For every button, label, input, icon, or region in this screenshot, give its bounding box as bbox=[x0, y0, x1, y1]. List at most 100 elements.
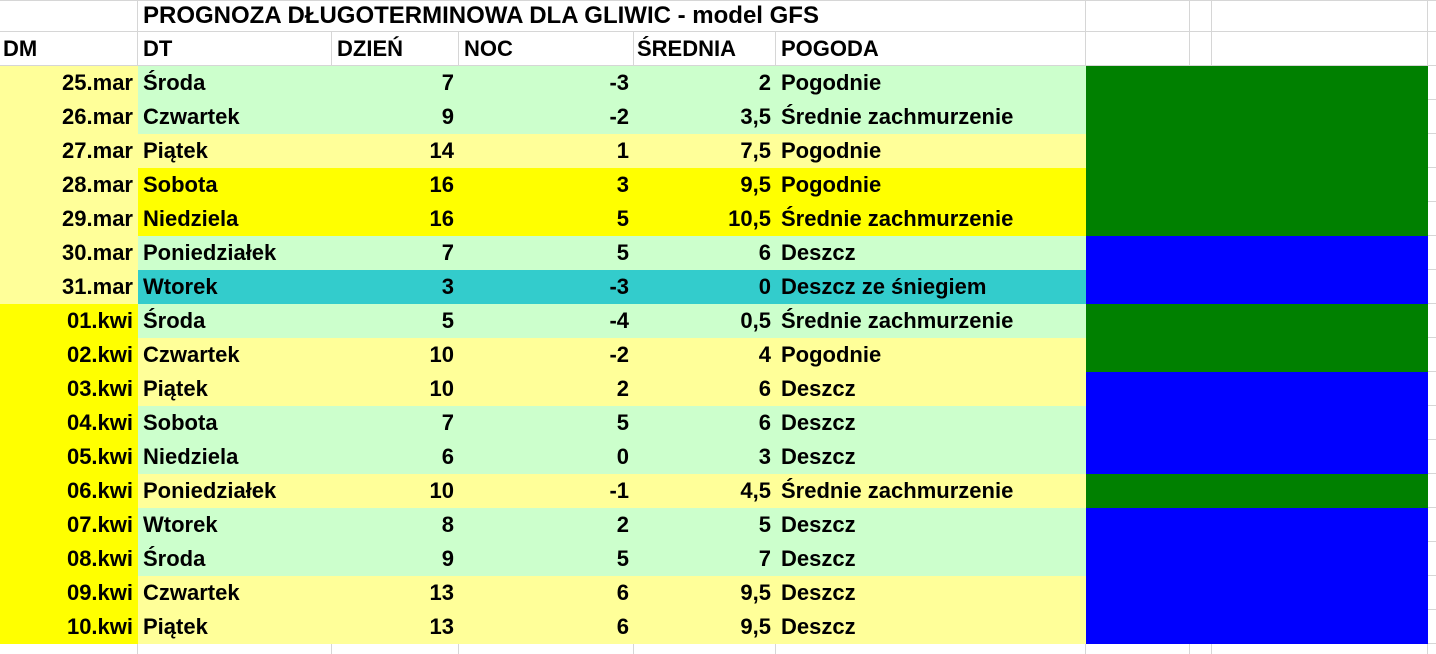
cell-weather[interactable]: Średnie zachmurzenie bbox=[781, 478, 1014, 503]
weather-indicator-block[interactable] bbox=[1086, 270, 1428, 304]
cell-day-name[interactable]: Poniedziałek bbox=[143, 240, 277, 265]
cell-weather[interactable]: Pogodnie bbox=[781, 70, 882, 95]
grid-cell-empty[interactable] bbox=[1212, 32, 1428, 66]
grid-cell-empty[interactable] bbox=[776, 644, 1086, 654]
grid-cell-empty[interactable] bbox=[0, 644, 138, 654]
cell-avg-temp[interactable]: 6 bbox=[758, 240, 771, 265]
grid-cell-empty[interactable] bbox=[1428, 542, 1436, 576]
cell-avg-temp[interactable]: 6 bbox=[758, 410, 771, 435]
grid-cell-empty[interactable] bbox=[332, 644, 459, 654]
cell-empty-a1[interactable] bbox=[0, 0, 138, 32]
cell-day-temp[interactable]: 10 bbox=[429, 342, 454, 367]
cell-day-temp[interactable]: 5 bbox=[441, 308, 454, 333]
cell-dm[interactable]: 04.kwi bbox=[0, 406, 138, 440]
cell-dm[interactable]: 09.kwi bbox=[0, 576, 138, 610]
cell-avg-temp[interactable]: 4 bbox=[758, 342, 771, 367]
grid-cell-empty[interactable] bbox=[634, 644, 776, 654]
cell-day-name[interactable]: Piątek bbox=[143, 376, 208, 401]
cell-dm[interactable]: 10.kwi bbox=[0, 610, 138, 644]
cell-night-temp[interactable]: -2 bbox=[609, 342, 629, 367]
cell-day-name[interactable]: Piątek bbox=[143, 614, 208, 639]
cell-day-temp[interactable]: 8 bbox=[441, 512, 454, 537]
cell-day-name[interactable]: Czwartek bbox=[143, 580, 240, 605]
cell-night-temp[interactable]: -1 bbox=[609, 478, 629, 503]
cell-night-temp[interactable]: -3 bbox=[609, 70, 629, 95]
cell-night-temp[interactable]: 2 bbox=[616, 512, 629, 537]
grid-cell-empty[interactable] bbox=[1428, 440, 1436, 474]
grid-cell-empty[interactable] bbox=[1428, 576, 1436, 610]
cell-weather[interactable]: Deszcz bbox=[781, 410, 856, 435]
weather-indicator-block[interactable] bbox=[1086, 474, 1428, 508]
weather-indicator-block[interactable] bbox=[1086, 542, 1428, 576]
cell-day-name[interactable]: Poniedziałek bbox=[143, 478, 277, 503]
grid-cell-empty[interactable] bbox=[1212, 644, 1428, 654]
cell-avg-temp[interactable]: 9,5 bbox=[740, 580, 771, 605]
grid-cell-empty[interactable] bbox=[1190, 0, 1212, 32]
sheet-title[interactable]: PROGNOZA DŁUGOTERMINOWA DLA GLIWIC - mod… bbox=[138, 0, 1086, 32]
cell-avg-temp[interactable]: 9,5 bbox=[740, 172, 771, 197]
weather-indicator-block[interactable] bbox=[1086, 134, 1428, 168]
grid-cell-empty[interactable] bbox=[1428, 236, 1436, 270]
cell-night-temp[interactable]: 0 bbox=[616, 444, 629, 469]
grid-cell-empty[interactable] bbox=[1190, 32, 1212, 66]
cell-day-temp[interactable]: 16 bbox=[429, 172, 454, 197]
column-header-dt[interactable]: DT bbox=[138, 32, 332, 66]
cell-day-name[interactable]: Środa bbox=[143, 70, 206, 95]
cell-dm[interactable]: 28.mar bbox=[0, 168, 138, 202]
grid-cell-empty[interactable] bbox=[1086, 644, 1190, 654]
grid-cell-empty[interactable] bbox=[1190, 644, 1212, 654]
cell-weather[interactable]: Deszcz ze śniegiem bbox=[781, 274, 987, 299]
cell-avg-temp[interactable]: 3 bbox=[758, 444, 771, 469]
cell-dm[interactable]: 07.kwi bbox=[0, 508, 138, 542]
grid-cell-empty[interactable] bbox=[1428, 474, 1436, 508]
cell-dm[interactable]: 01.kwi bbox=[0, 304, 138, 338]
weather-indicator-block[interactable] bbox=[1086, 406, 1428, 440]
cell-avg-temp[interactable]: 0 bbox=[758, 274, 771, 299]
weather-indicator-block[interactable] bbox=[1086, 440, 1428, 474]
cell-night-temp[interactable]: -4 bbox=[609, 308, 629, 333]
grid-cell-empty[interactable] bbox=[1428, 508, 1436, 542]
cell-night-temp[interactable]: -2 bbox=[609, 104, 629, 129]
cell-weather[interactable]: Średnie zachmurzenie bbox=[781, 206, 1014, 231]
weather-indicator-block[interactable] bbox=[1086, 66, 1428, 100]
cell-weather[interactable]: Pogodnie bbox=[781, 342, 882, 367]
cell-night-temp[interactable]: 6 bbox=[616, 614, 629, 639]
grid-cell-empty[interactable] bbox=[1086, 0, 1190, 32]
grid-cell-empty[interactable] bbox=[1428, 270, 1436, 304]
cell-day-name[interactable]: Niedziela bbox=[143, 444, 239, 469]
cell-day-temp[interactable]: 13 bbox=[429, 580, 454, 605]
column-header-weather[interactable]: POGODA bbox=[776, 32, 1086, 66]
grid-cell-empty[interactable] bbox=[1428, 610, 1436, 644]
cell-avg-temp[interactable]: 4,5 bbox=[740, 478, 771, 503]
column-header-night[interactable]: NOC bbox=[459, 32, 634, 66]
grid-cell-empty[interactable] bbox=[1428, 406, 1436, 440]
cell-avg-temp[interactable]: 7 bbox=[758, 546, 771, 571]
cell-dm[interactable]: 03.kwi bbox=[0, 372, 138, 406]
cell-dm[interactable]: 02.kwi bbox=[0, 338, 138, 372]
cell-day-temp[interactable]: 10 bbox=[429, 478, 454, 503]
cell-day-name[interactable]: Piątek bbox=[143, 138, 208, 163]
cell-avg-temp[interactable]: 7,5 bbox=[740, 138, 771, 163]
cell-day-temp[interactable]: 9 bbox=[441, 104, 454, 129]
weather-indicator-block[interactable] bbox=[1086, 338, 1428, 372]
cell-dm[interactable]: 27.mar bbox=[0, 134, 138, 168]
weather-indicator-block[interactable] bbox=[1086, 202, 1428, 236]
cell-day-temp[interactable]: 6 bbox=[441, 444, 454, 469]
cell-weather[interactable]: Pogodnie bbox=[781, 172, 882, 197]
cell-dm[interactable]: 29.mar bbox=[0, 202, 138, 236]
cell-night-temp[interactable]: 2 bbox=[616, 376, 629, 401]
cell-weather[interactable]: Deszcz bbox=[781, 376, 856, 401]
cell-weather[interactable]: Średnie zachmurzenie bbox=[781, 308, 1014, 333]
weather-indicator-block[interactable] bbox=[1086, 168, 1428, 202]
cell-day-temp[interactable]: 7 bbox=[441, 410, 454, 435]
cell-dm[interactable]: 06.kwi bbox=[0, 474, 138, 508]
grid-cell-empty[interactable] bbox=[1428, 134, 1436, 168]
cell-day-name[interactable]: Wtorek bbox=[143, 512, 218, 537]
weather-indicator-block[interactable] bbox=[1086, 610, 1428, 644]
weather-indicator-block[interactable] bbox=[1086, 236, 1428, 270]
cell-day-temp[interactable]: 13 bbox=[429, 614, 454, 639]
cell-weather[interactable]: Deszcz bbox=[781, 614, 856, 639]
cell-day-name[interactable]: Wtorek bbox=[143, 274, 218, 299]
cell-avg-temp[interactable]: 2 bbox=[758, 70, 771, 95]
cell-night-temp[interactable]: 5 bbox=[616, 410, 629, 435]
